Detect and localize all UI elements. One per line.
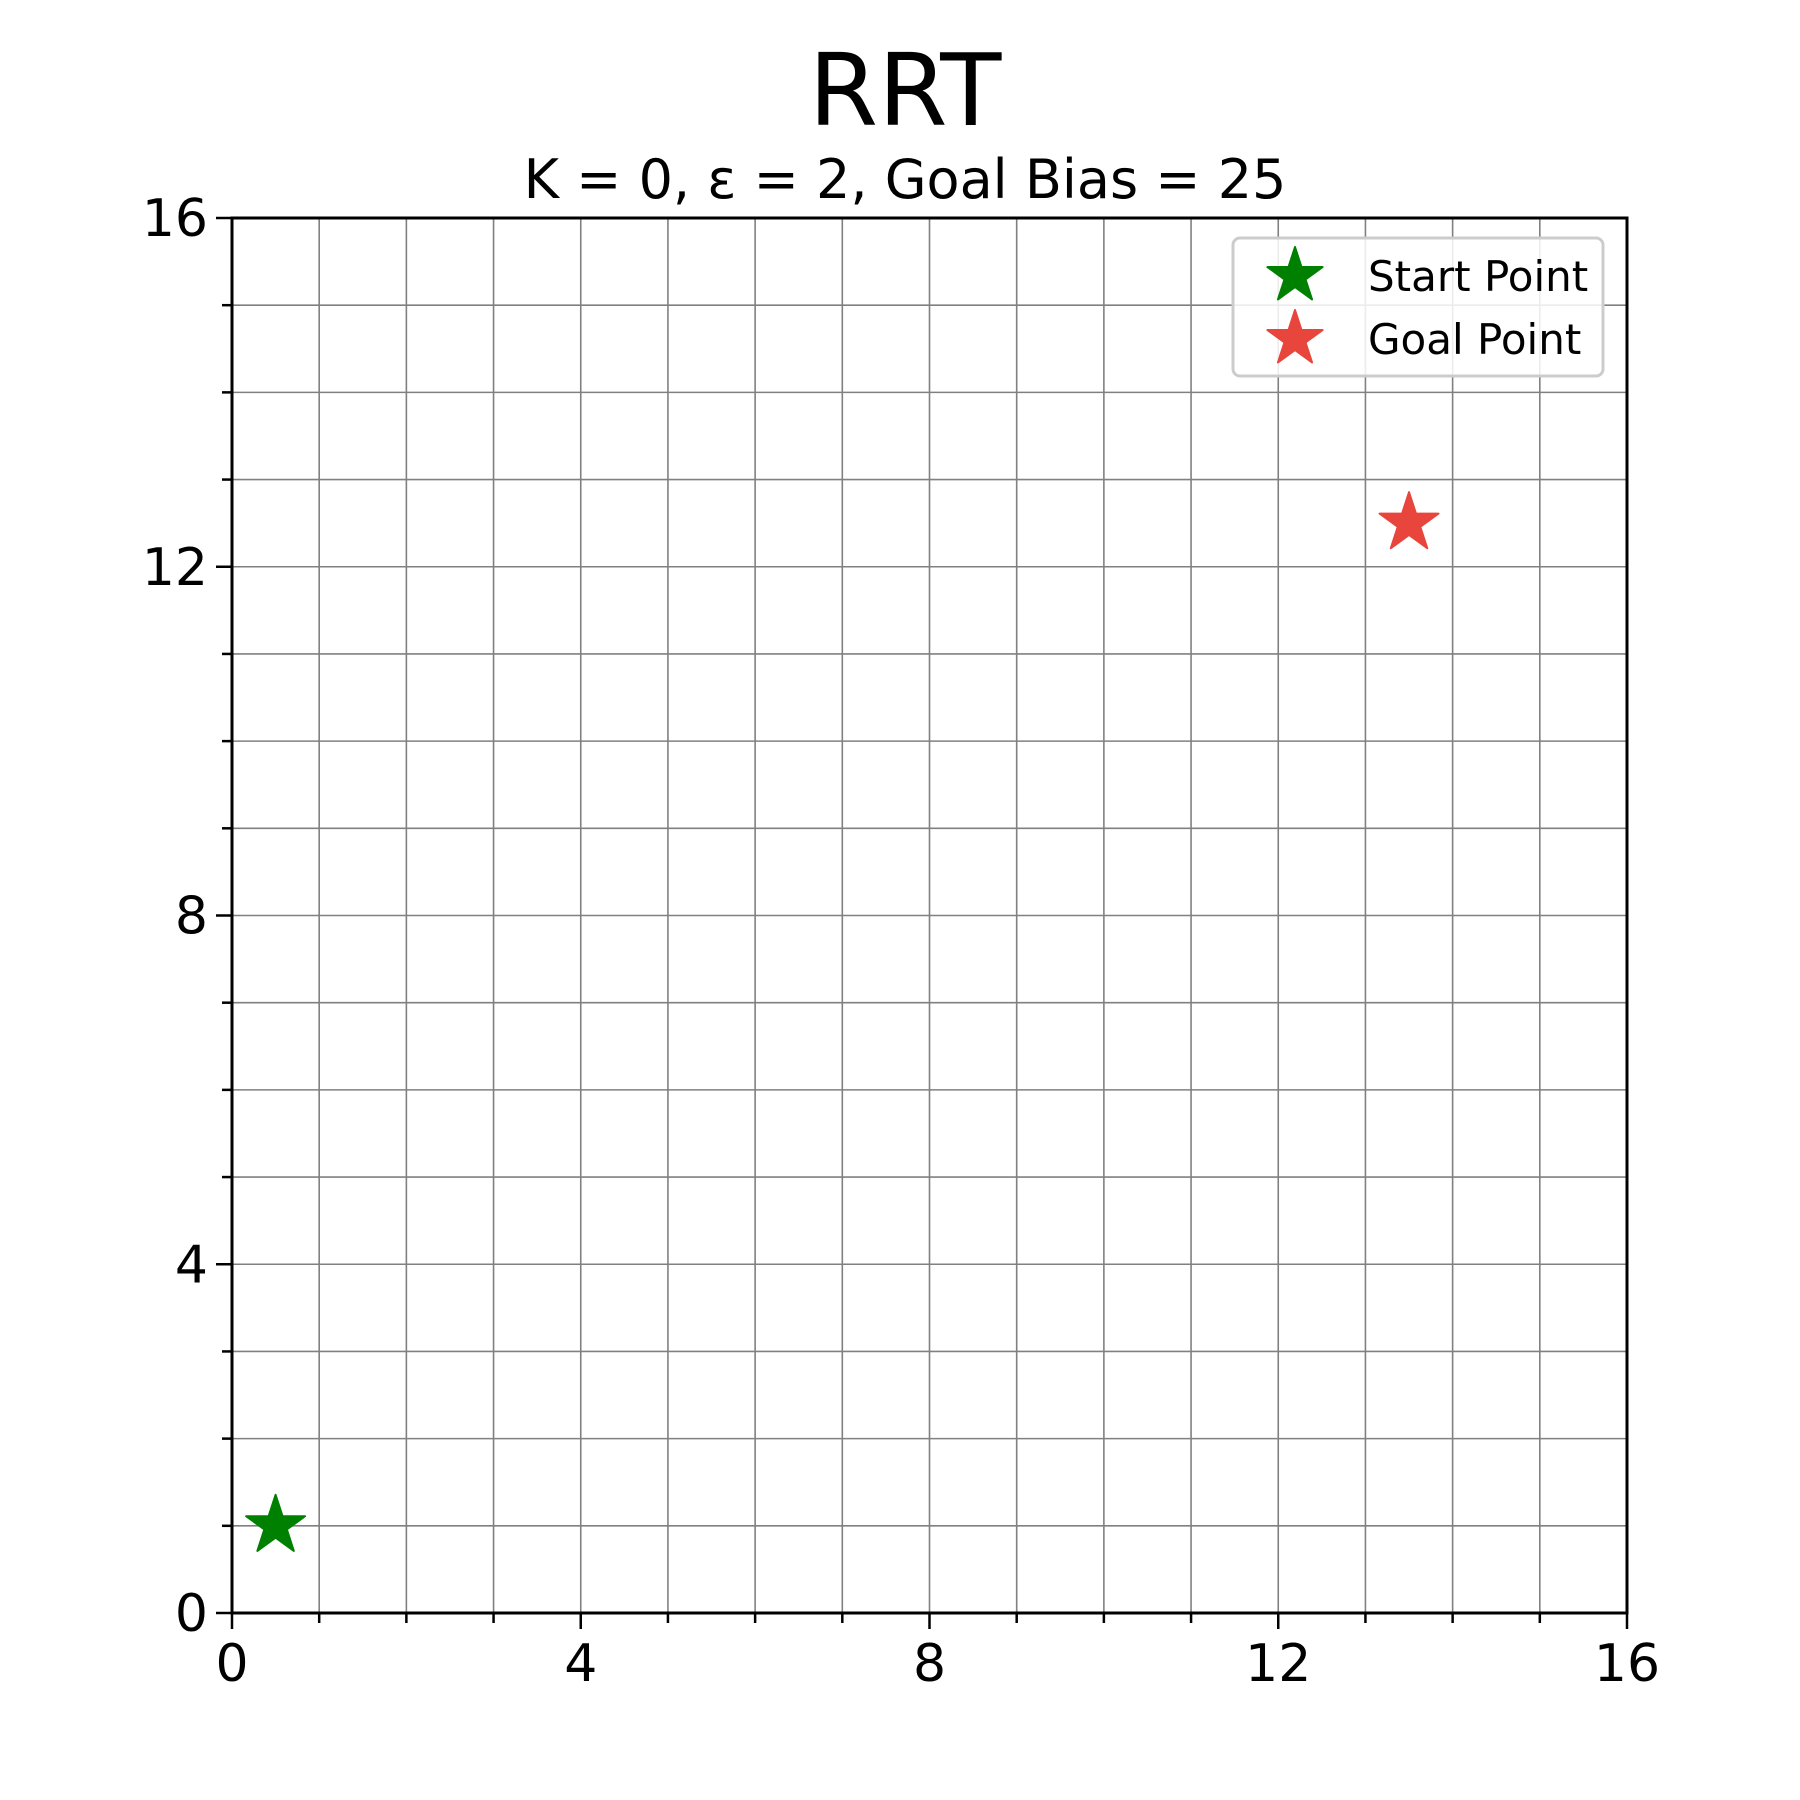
legend-box — [1231, 236, 1605, 378]
legend-start-icon — [1266, 246, 1324, 301]
data-markers — [245, 491, 1440, 1552]
y-tick-label: 12 — [142, 538, 208, 598]
y-tick-label: 0 — [175, 1584, 208, 1644]
plot-area-frame — [230, 216, 1629, 1615]
legend-start-label: Start Point — [1368, 252, 1588, 301]
goal-point-marker — [1378, 491, 1440, 550]
chart-title: RRT — [809, 32, 1003, 149]
axis-ticks — [216, 216, 1629, 1629]
y-tick-label: 16 — [142, 189, 208, 249]
x-tick-label: 16 — [1594, 1634, 1660, 1694]
legend-goal-label: Goal Point — [1368, 315, 1581, 364]
y-tick-label: 8 — [175, 887, 208, 947]
legend: Start Point Goal Point — [1231, 236, 1605, 378]
chart-subtitle: K = 0, ε = 2, Goal Bias = 25 — [524, 148, 1287, 211]
grid-lines — [231, 217, 1628, 1614]
x-tick-label: 12 — [1245, 1634, 1311, 1694]
x-tick-label: 0 — [215, 1634, 248, 1694]
x-tick-label: 8 — [913, 1634, 946, 1694]
tick-labels: 0 4 8 12 16 0 4 8 12 16 — [142, 189, 1660, 1694]
x-tick-label: 4 — [564, 1634, 597, 1694]
start-point-marker — [245, 1493, 307, 1552]
y-tick-label: 4 — [175, 1235, 208, 1295]
legend-goal-icon — [1266, 309, 1324, 364]
